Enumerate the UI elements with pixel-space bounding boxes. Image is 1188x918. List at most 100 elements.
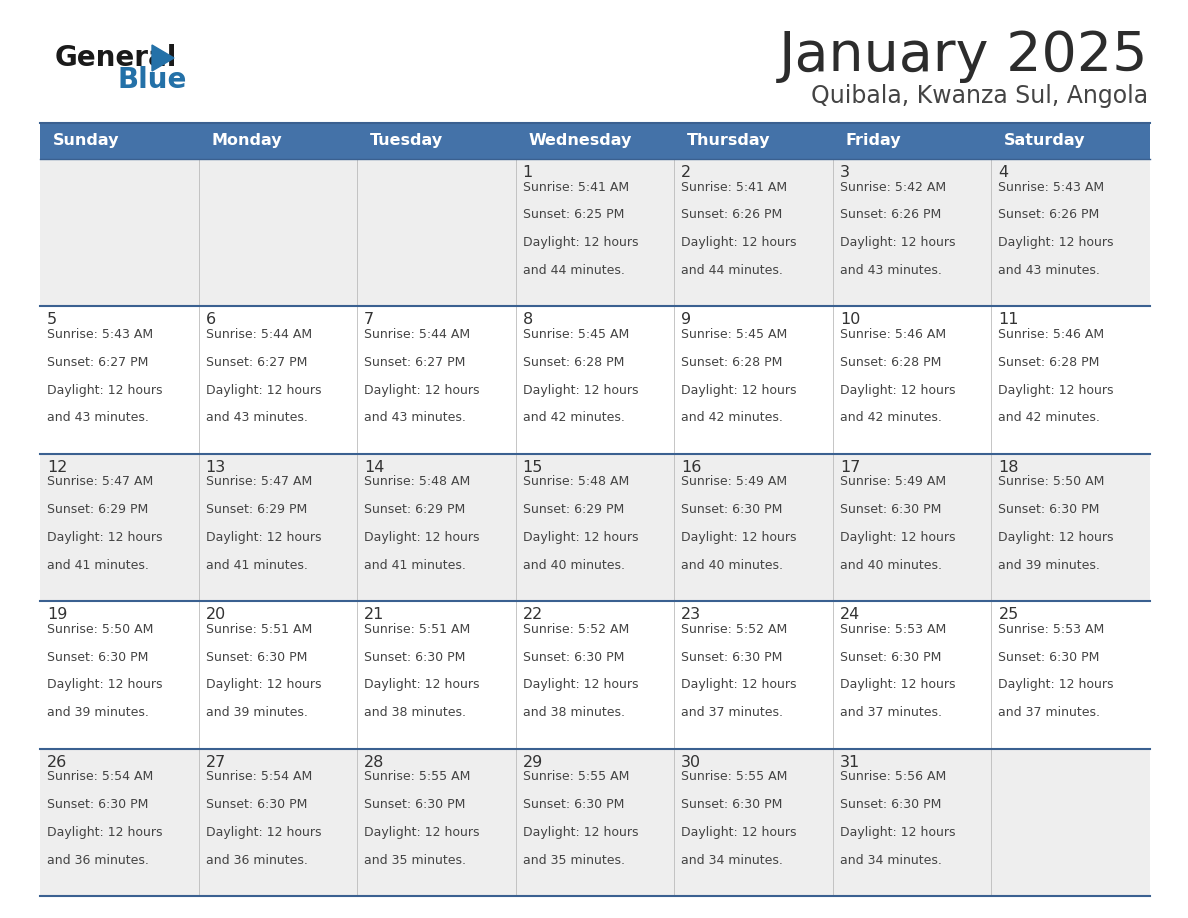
Text: 9: 9 [681, 312, 691, 328]
Text: 5: 5 [48, 312, 57, 328]
Text: 19: 19 [48, 607, 68, 622]
Text: and 35 minutes.: and 35 minutes. [365, 854, 466, 867]
Text: 2: 2 [681, 165, 691, 180]
Text: Daylight: 12 hours: Daylight: 12 hours [206, 384, 321, 397]
Text: and 39 minutes.: and 39 minutes. [998, 559, 1100, 572]
Text: 1: 1 [523, 165, 533, 180]
Text: Sunset: 6:29 PM: Sunset: 6:29 PM [523, 503, 624, 516]
Text: and 41 minutes.: and 41 minutes. [206, 559, 308, 572]
Text: Sunset: 6:30 PM: Sunset: 6:30 PM [681, 798, 783, 811]
Text: and 34 minutes.: and 34 minutes. [840, 854, 942, 867]
Text: Sunrise: 5:41 AM: Sunrise: 5:41 AM [523, 181, 628, 194]
Text: 16: 16 [681, 460, 702, 475]
Text: and 44 minutes.: and 44 minutes. [523, 264, 625, 277]
Text: Sunset: 6:27 PM: Sunset: 6:27 PM [365, 356, 466, 369]
Text: and 36 minutes.: and 36 minutes. [48, 854, 148, 867]
Text: Sunrise: 5:46 AM: Sunrise: 5:46 AM [840, 328, 946, 341]
Text: Daylight: 12 hours: Daylight: 12 hours [840, 826, 955, 839]
Text: Daylight: 12 hours: Daylight: 12 hours [681, 678, 797, 691]
Text: and 43 minutes.: and 43 minutes. [48, 411, 148, 424]
Text: Sunset: 6:30 PM: Sunset: 6:30 PM [365, 798, 466, 811]
Text: Sunrise: 5:54 AM: Sunrise: 5:54 AM [206, 770, 311, 783]
Text: Daylight: 12 hours: Daylight: 12 hours [681, 236, 797, 249]
Text: and 37 minutes.: and 37 minutes. [840, 706, 942, 720]
Text: and 44 minutes.: and 44 minutes. [681, 264, 783, 277]
Text: 20: 20 [206, 607, 226, 622]
Text: Sunset: 6:26 PM: Sunset: 6:26 PM [681, 208, 783, 221]
Text: Friday: Friday [846, 133, 902, 149]
Text: 8: 8 [523, 312, 533, 328]
Text: Daylight: 12 hours: Daylight: 12 hours [523, 826, 638, 839]
Text: 3: 3 [840, 165, 849, 180]
Bar [40, 159, 1150, 307]
Text: and 34 minutes.: and 34 minutes. [681, 854, 783, 867]
Text: Sunrise: 5:43 AM: Sunrise: 5:43 AM [998, 181, 1105, 194]
Bar [40, 453, 1150, 601]
Text: Sunset: 6:30 PM: Sunset: 6:30 PM [998, 651, 1100, 664]
Bar [40, 307, 1150, 453]
Text: Daylight: 12 hours: Daylight: 12 hours [206, 678, 321, 691]
Text: 29: 29 [523, 755, 543, 769]
Text: Sunrise: 5:56 AM: Sunrise: 5:56 AM [840, 770, 946, 783]
Text: 24: 24 [840, 607, 860, 622]
Text: Sunrise: 5:48 AM: Sunrise: 5:48 AM [365, 476, 470, 488]
Text: 27: 27 [206, 755, 226, 769]
Text: 10: 10 [840, 312, 860, 328]
Text: Daylight: 12 hours: Daylight: 12 hours [48, 531, 163, 544]
Text: Daylight: 12 hours: Daylight: 12 hours [365, 531, 480, 544]
Text: 26: 26 [48, 755, 68, 769]
Text: January 2025: January 2025 [778, 29, 1148, 83]
Text: and 36 minutes.: and 36 minutes. [206, 854, 308, 867]
Text: Sunset: 6:27 PM: Sunset: 6:27 PM [206, 356, 307, 369]
Text: Sunrise: 5:45 AM: Sunrise: 5:45 AM [681, 328, 788, 341]
Text: Sunset: 6:30 PM: Sunset: 6:30 PM [523, 798, 624, 811]
Text: Sunset: 6:29 PM: Sunset: 6:29 PM [206, 503, 307, 516]
Text: 28: 28 [365, 755, 385, 769]
Text: Daylight: 12 hours: Daylight: 12 hours [840, 531, 955, 544]
Text: Monday: Monday [211, 133, 282, 149]
Text: and 39 minutes.: and 39 minutes. [206, 706, 308, 720]
Text: Sunrise: 5:47 AM: Sunrise: 5:47 AM [48, 476, 153, 488]
Text: Sunrise: 5:55 AM: Sunrise: 5:55 AM [681, 770, 788, 783]
Text: Daylight: 12 hours: Daylight: 12 hours [840, 384, 955, 397]
Text: Daylight: 12 hours: Daylight: 12 hours [998, 531, 1114, 544]
Text: Sunrise: 5:42 AM: Sunrise: 5:42 AM [840, 181, 946, 194]
Bar [40, 748, 1150, 896]
Text: Sunrise: 5:55 AM: Sunrise: 5:55 AM [365, 770, 470, 783]
Text: Sunset: 6:28 PM: Sunset: 6:28 PM [681, 356, 783, 369]
Text: Sunset: 6:30 PM: Sunset: 6:30 PM [840, 798, 941, 811]
Text: Thursday: Thursday [687, 133, 771, 149]
Text: Daylight: 12 hours: Daylight: 12 hours [840, 236, 955, 249]
Text: 31: 31 [840, 755, 860, 769]
Text: and 38 minutes.: and 38 minutes. [365, 706, 466, 720]
Text: and 43 minutes.: and 43 minutes. [840, 264, 942, 277]
Text: Sunrise: 5:52 AM: Sunrise: 5:52 AM [523, 622, 628, 636]
Text: Daylight: 12 hours: Daylight: 12 hours [998, 236, 1114, 249]
Text: Sunrise: 5:44 AM: Sunrise: 5:44 AM [206, 328, 311, 341]
Text: and 40 minutes.: and 40 minutes. [523, 559, 625, 572]
Text: 23: 23 [681, 607, 701, 622]
Text: Sunrise: 5:48 AM: Sunrise: 5:48 AM [523, 476, 628, 488]
Text: Sunrise: 5:49 AM: Sunrise: 5:49 AM [840, 476, 946, 488]
Text: Wednesday: Wednesday [529, 133, 632, 149]
Text: 21: 21 [365, 607, 385, 622]
Text: Daylight: 12 hours: Daylight: 12 hours [365, 384, 480, 397]
Text: Daylight: 12 hours: Daylight: 12 hours [48, 678, 163, 691]
Text: 7: 7 [365, 312, 374, 328]
Text: Daylight: 12 hours: Daylight: 12 hours [998, 384, 1114, 397]
Text: Sunrise: 5:53 AM: Sunrise: 5:53 AM [840, 622, 946, 636]
Text: Sunset: 6:26 PM: Sunset: 6:26 PM [998, 208, 1100, 221]
Text: Sunset: 6:28 PM: Sunset: 6:28 PM [840, 356, 941, 369]
Text: Daylight: 12 hours: Daylight: 12 hours [998, 678, 1114, 691]
Text: Daylight: 12 hours: Daylight: 12 hours [48, 384, 163, 397]
Text: Quibala, Kwanza Sul, Angola: Quibala, Kwanza Sul, Angola [811, 84, 1148, 108]
Text: Saturday: Saturday [1004, 133, 1086, 149]
Text: Daylight: 12 hours: Daylight: 12 hours [681, 384, 797, 397]
Text: Sunset: 6:30 PM: Sunset: 6:30 PM [681, 651, 783, 664]
Text: and 42 minutes.: and 42 minutes. [840, 411, 942, 424]
Text: Sunrise: 5:54 AM: Sunrise: 5:54 AM [48, 770, 153, 783]
Text: Sunset: 6:30 PM: Sunset: 6:30 PM [206, 798, 307, 811]
Text: and 43 minutes.: and 43 minutes. [365, 411, 466, 424]
Text: 22: 22 [523, 607, 543, 622]
Text: Sunrise: 5:45 AM: Sunrise: 5:45 AM [523, 328, 628, 341]
